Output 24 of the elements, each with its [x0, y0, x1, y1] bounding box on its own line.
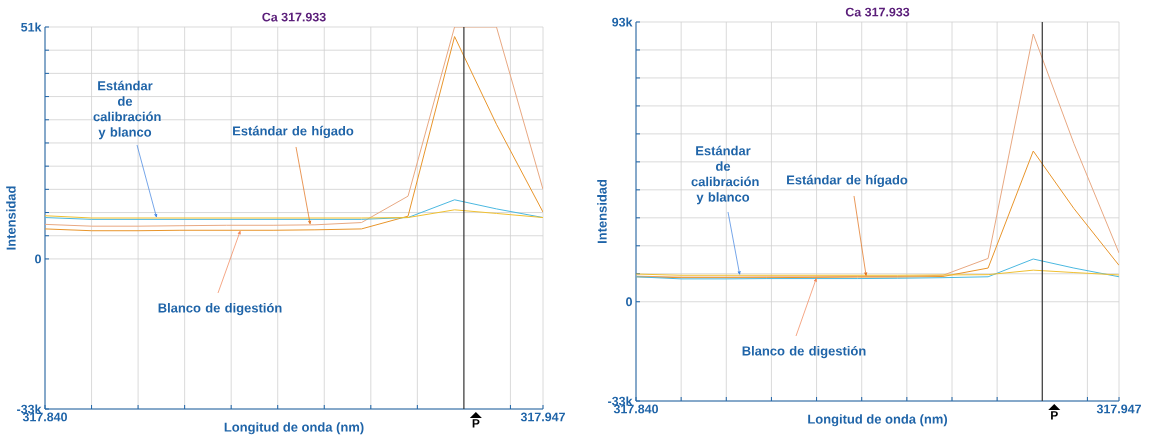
y-tick-label: -33k — [608, 396, 633, 406]
x-tick-label: 317.840 — [613, 404, 658, 414]
y-axis-title: Intensidad — [6, 186, 16, 250]
y-tick-label: 51k — [21, 22, 42, 32]
x-axis-title: Longitud de onda (nm) — [808, 414, 948, 427]
ref-line-label: P — [472, 419, 480, 428]
annotation: Estándar de hígado — [787, 174, 908, 188]
ref-line-label: P — [1051, 411, 1058, 420]
x-tick-label: 317.947 — [1096, 404, 1141, 414]
x-tick-label: 317.947 — [520, 412, 565, 422]
y-tick-label: -33k — [17, 404, 42, 414]
x-axis-title: Longitud de onda (nm) — [224, 422, 364, 435]
chart-title: Ca 317.933 — [262, 12, 326, 22]
y-tick-label: 0 — [626, 297, 632, 307]
y-axis-title: Intensidad — [597, 179, 607, 244]
annotation: Blanco de digestión — [742, 345, 866, 359]
y-tick-label: 0 — [35, 254, 41, 264]
y-tick-label: 93k — [612, 17, 633, 27]
chart-title: Ca 317.933 — [845, 7, 910, 17]
annotation: Estándar de hígado — [233, 125, 354, 139]
annotation: Estándar de calibración y blanco — [93, 80, 161, 140]
x-tick-label: 317.840 — [22, 412, 67, 422]
annotation: Estándar de calibración y blanco — [691, 145, 759, 205]
annotation: Blanco de digestión — [158, 302, 282, 316]
